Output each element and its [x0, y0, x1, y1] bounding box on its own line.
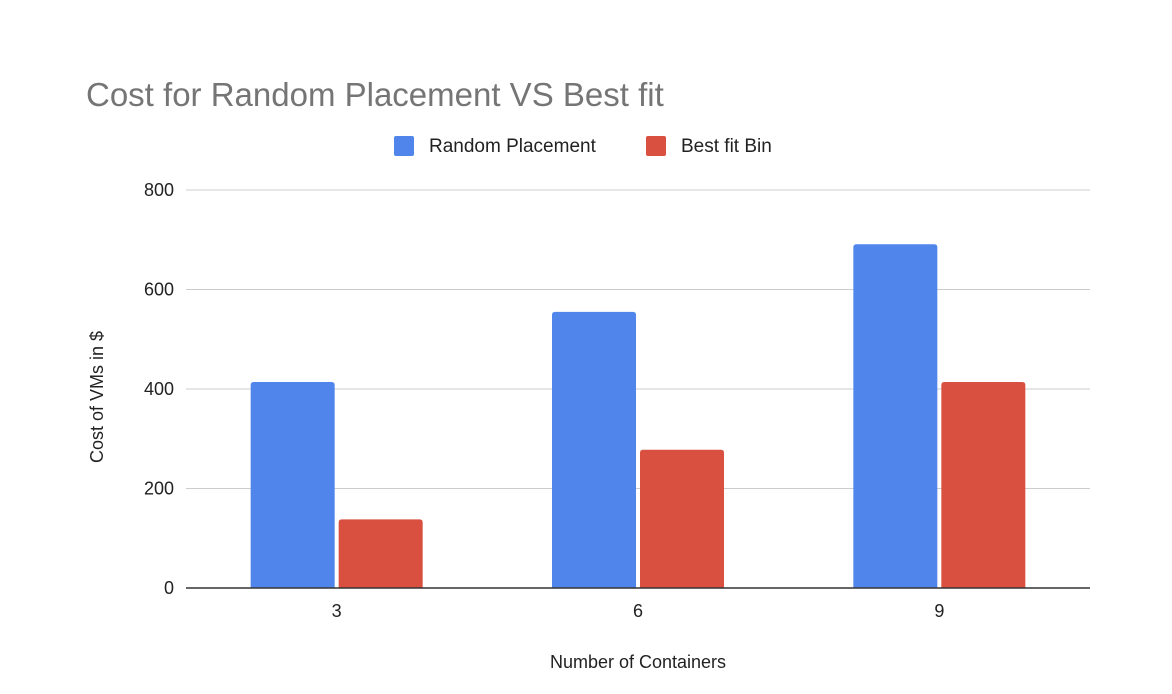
bars — [186, 244, 1090, 589]
bar-random-placement-3 — [250, 382, 335, 588]
bar-best-fit-bin-3 — [338, 519, 423, 588]
legend-swatch-best-fit-bin — [646, 136, 666, 156]
x-tick-label: 6 — [633, 601, 643, 621]
bar-best-fit-bin-9 — [941, 382, 1026, 588]
x-axis-title: Number of Containers — [550, 652, 726, 672]
bar-random-placement-9 — [853, 244, 938, 589]
x-axis-ticks: 3 6 9 — [332, 601, 945, 621]
gridlines — [186, 189, 1090, 489]
y-axis-title: Cost of VMs in $ — [87, 331, 107, 463]
legend-label-best-fit-bin: Best fit Bin — [681, 136, 772, 157]
legend-label-random-placement: Random Placement — [429, 136, 597, 157]
y-tick-label: 600 — [144, 280, 174, 300]
y-tick-label: 800 — [144, 180, 174, 200]
bar-random-placement-6 — [552, 311, 636, 588]
bar-best-fit-bin-6 — [640, 449, 724, 588]
legend-swatch-random-placement — [394, 136, 414, 156]
legend: Random Placement Best fit Bin — [394, 136, 772, 157]
y-tick-label: 0 — [164, 578, 174, 598]
x-tick-label: 3 — [332, 601, 342, 621]
y-tick-label: 200 — [144, 479, 174, 499]
y-tick-label: 400 — [144, 379, 174, 399]
y-axis-ticks: 0 200 400 600 800 — [144, 180, 174, 598]
chart-title: Cost for Random Placement VS Best fit — [86, 76, 664, 113]
x-tick-label: 9 — [934, 601, 944, 621]
